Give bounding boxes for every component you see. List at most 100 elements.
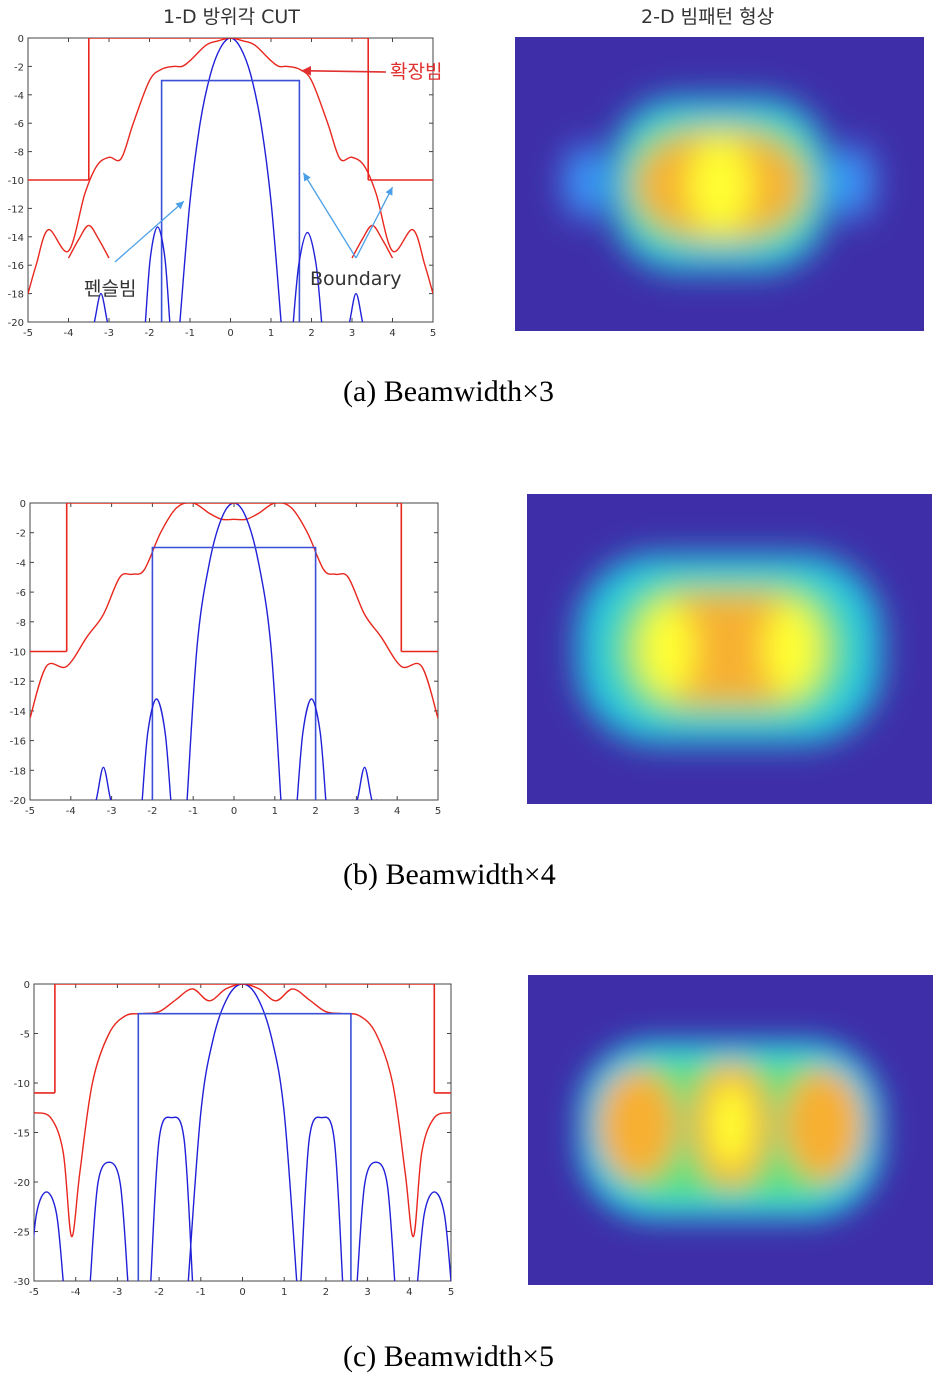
heatmap-a: [515, 37, 924, 331]
pencil-sidelobe: [416, 1191, 451, 1281]
x-tick-label: 2: [323, 1287, 329, 1298]
expanded-beam-dip: [67, 224, 110, 259]
y-tick-label: -4: [14, 91, 24, 102]
boundary-line: [151, 546, 317, 800]
boundary-line: [160, 79, 301, 322]
pencil-sidelobe: [150, 1116, 194, 1281]
y-tick-label: -4: [16, 558, 26, 569]
y-tick-label: -12: [8, 204, 24, 215]
x-tick-label: 1: [272, 806, 278, 817]
x-tick-label: 4: [389, 328, 395, 339]
x-tick-label: -4: [66, 806, 76, 817]
boundary-line: [137, 1012, 352, 1281]
pencil-beam-line: [179, 38, 282, 322]
y-tick-label: -30: [14, 1277, 30, 1288]
y-tick-label: 0: [24, 980, 30, 991]
x-tick-label: -3: [107, 806, 117, 817]
x-tick-label: -3: [112, 1287, 122, 1298]
x-tick-label: 0: [227, 328, 233, 339]
heatmap-b-canvas: [577, 554, 882, 744]
x-tick-label: 5: [448, 1287, 454, 1298]
pencil-sidelobe: [141, 698, 172, 800]
pencil-sidelobe: [343, 292, 369, 322]
pencil-sidelobe: [292, 231, 323, 322]
x-tick-label: -1: [188, 806, 198, 817]
y-tick-label: -10: [10, 648, 26, 659]
x-tick-label: 4: [394, 806, 400, 817]
x-tick-label: 3: [353, 806, 359, 817]
x-tick-label: 2: [312, 806, 318, 817]
boundary-arrow: [355, 186, 394, 259]
x-tick-label: 1: [281, 1287, 287, 1298]
x-tick-label: 2: [308, 328, 314, 339]
right-column-title: 2-D 빔패턴 형상: [641, 6, 775, 28]
y-tick-label: -8: [14, 148, 24, 159]
y-tick-label: -6: [16, 588, 26, 599]
pencil-sidelobe: [144, 226, 171, 322]
x-tick-label: -2: [154, 1287, 164, 1298]
x-tick-label: 0: [239, 1287, 245, 1298]
caption-c: (c) Beamwidth×5: [343, 1340, 555, 1373]
y-tick-label: -10: [14, 1079, 30, 1090]
beam-cut-chart-a: -5 -4 -3 -2 -1 0 1 2 3 4 50-2-4-6-8-10-12-14-16-18…: [8, 34, 443, 339]
expanded-beam-label: 확장빔: [390, 61, 442, 83]
y-tick-label: -2: [16, 529, 26, 540]
pencil-sidelobe: [296, 698, 327, 800]
pencil-sidelobe: [91, 766, 116, 800]
y-tick-label: 0: [18, 34, 24, 45]
x-tick-label: 5: [430, 328, 436, 339]
heatmap-c: [528, 975, 933, 1285]
y-tick-label: -20: [14, 1178, 30, 1189]
beam-cut-chart-b: -5 -4 -3 -2 -1 0 1 2 3 4 50-2-4-6-8-10-12-14-16-18…: [10, 499, 442, 817]
y-tick-label: -20: [10, 796, 26, 807]
pencil-sidelobe: [352, 766, 377, 800]
expanded-beam-line: [30, 503, 438, 719]
pencil-beam-line: [187, 984, 298, 1281]
y-tick-label: -14: [10, 707, 26, 718]
x-tick-label: 1: [268, 328, 274, 339]
x-tick-label: -4: [71, 1287, 81, 1298]
y-tick-label: -18: [8, 290, 24, 301]
x-tick-label: 4: [406, 1287, 412, 1298]
y-tick-label: 0: [20, 499, 26, 510]
x-tick-label: -1: [196, 1287, 206, 1298]
x-tick-label: 0: [231, 806, 237, 817]
pencil-beam-arrow: [114, 200, 185, 263]
pencil-beam-line: [186, 503, 282, 800]
heatmap-b: [527, 494, 932, 804]
x-tick-label: -1: [185, 328, 195, 339]
y-tick-label: -16: [10, 737, 26, 748]
pencil-sidelobe: [300, 1116, 344, 1281]
y-tick-label: -6: [14, 119, 24, 130]
expanded-beam-arrow: [301, 66, 387, 76]
y-tick-label: -20: [8, 318, 24, 329]
heatmap-c-canvas: [578, 1040, 883, 1220]
x-tick-label: -3: [104, 328, 114, 339]
expanded-beam-line: [34, 984, 451, 1238]
left-column-title: 1-D 방위각 CUT: [163, 6, 300, 28]
x-tick-label: -5: [23, 328, 33, 339]
plot-frame: [27, 37, 434, 323]
boundary-line: [65, 503, 403, 652]
x-tick-label: 3: [349, 328, 355, 339]
x-tick-label: -5: [29, 1287, 39, 1298]
x-tick-label: -2: [147, 806, 157, 817]
boundary-line: [88, 38, 369, 180]
y-tick-label: -12: [10, 677, 26, 688]
y-tick-label: -14: [8, 233, 24, 244]
x-tick-label: 3: [364, 1287, 370, 1298]
y-tick-label: -18: [10, 766, 26, 777]
x-tick-label: -4: [64, 328, 74, 339]
x-tick-label: -2: [145, 328, 155, 339]
expanded-beam-line: [28, 38, 433, 294]
y-tick-label: -8: [16, 618, 26, 629]
pencil-sidelobe: [34, 1191, 64, 1281]
pencil-sidelobe: [88, 292, 113, 322]
y-tick-label: -2: [14, 62, 24, 73]
pencil-sidelobe: [356, 1161, 396, 1281]
caption-b: (b) Beamwidth×4: [343, 858, 556, 891]
caption-a: (a) Beamwidth×3: [343, 375, 555, 408]
pencil-sidelobe: [89, 1161, 129, 1281]
y-tick-label: -5: [20, 1030, 30, 1041]
pencil-beam-label: 펜슬빔: [84, 278, 136, 300]
